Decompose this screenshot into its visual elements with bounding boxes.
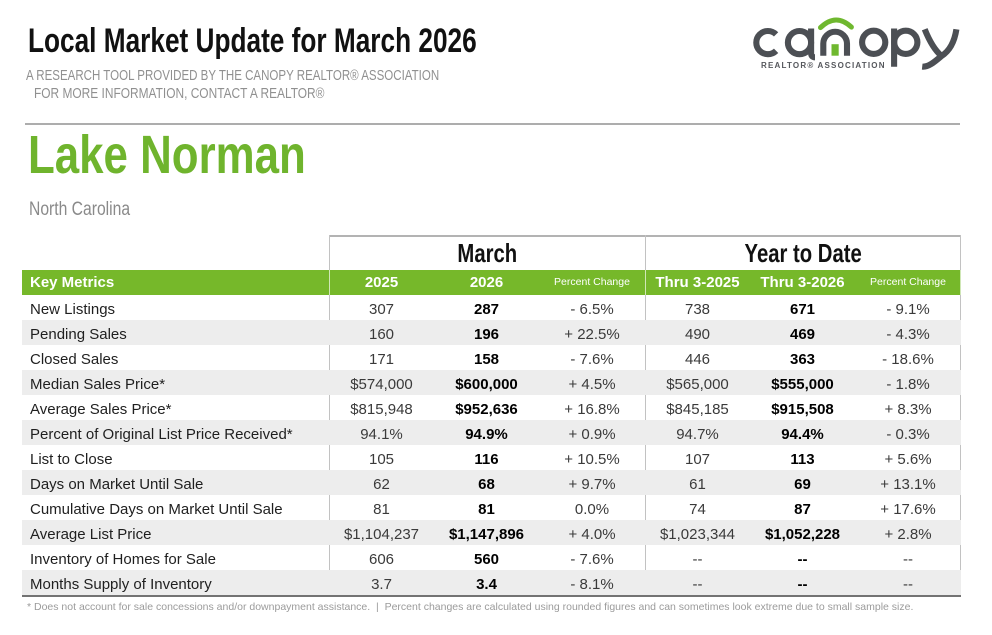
svg-text:REALTOR® ASSOCIATION: REALTOR® ASSOCIATION [761, 61, 886, 70]
